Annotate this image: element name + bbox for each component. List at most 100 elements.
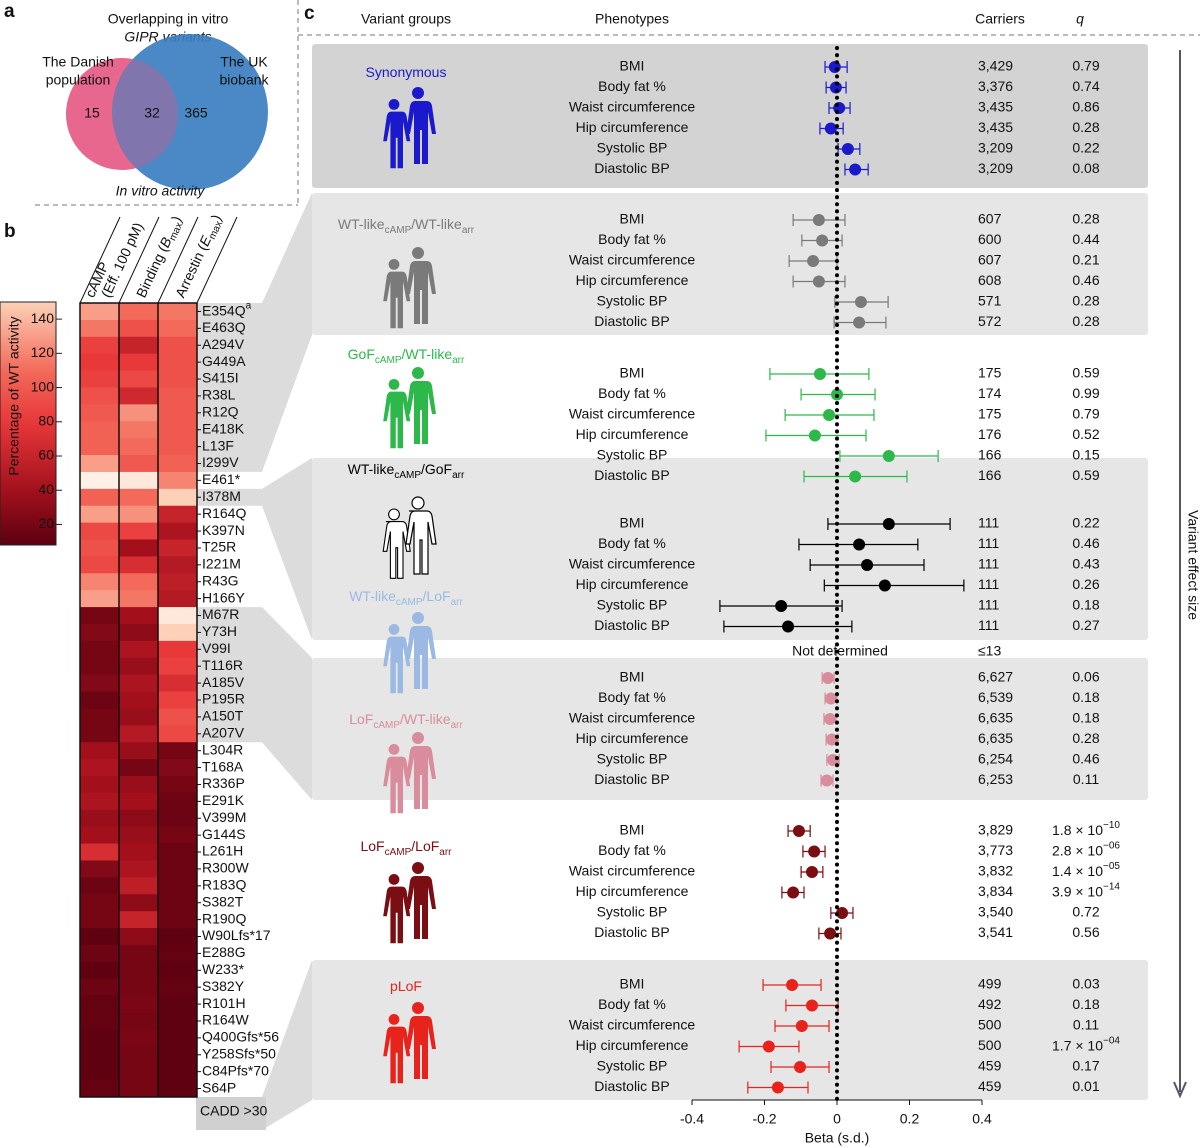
carriers: 6,627 — [978, 669, 1013, 685]
effect-point — [805, 866, 818, 878]
heatmap-cell — [158, 607, 197, 625]
colorbar-tick-label: 60 — [38, 447, 54, 463]
header-divider — [157, 216, 199, 304]
heatmap-cell — [158, 911, 197, 929]
heatmap-cell — [80, 860, 119, 878]
heatmap-cell — [119, 387, 158, 405]
row-label: Y73H — [202, 623, 237, 639]
panel-label: a — [4, 1, 15, 22]
carriers: 6,635 — [978, 710, 1013, 726]
carriers: 111 — [978, 556, 999, 572]
group-name-part: LoF — [360, 838, 384, 854]
effect-point — [853, 538, 866, 551]
column-label-part: ) — [168, 213, 184, 224]
phenotype: BMI — [620, 365, 645, 381]
group-funnel — [196, 607, 312, 800]
heatmap-cell — [80, 539, 119, 557]
venn-set-name: population — [46, 72, 111, 88]
heatmap-cell — [80, 843, 119, 861]
group-name-part: cAMP — [396, 597, 423, 608]
q-value: 1.4 × 10−05 — [1052, 861, 1120, 879]
heatmap-cell — [158, 742, 197, 760]
heatmap-cell — [119, 488, 158, 507]
row-label: L13F — [202, 437, 234, 453]
heatmap-cell — [158, 894, 197, 912]
effect-point — [775, 600, 788, 612]
group-name-part: /GoF — [421, 461, 452, 477]
heatmap-cell — [119, 944, 158, 963]
heatmap-cell — [80, 421, 119, 439]
phenotype: Hip circumference — [576, 119, 689, 135]
column-label-part: Arrestin ( — [172, 241, 211, 300]
heatmap-cell — [80, 404, 119, 422]
q-value: 0.79 — [1072, 406, 1099, 422]
heatmap-cell — [119, 539, 158, 557]
header: Carriers — [975, 11, 1025, 27]
heatmap-cell — [119, 1063, 158, 1081]
group-name-part: /WT-like — [400, 711, 451, 727]
heatmap-cell — [158, 1063, 197, 1081]
effect-point — [861, 559, 874, 571]
heatmap-cell — [80, 1046, 119, 1064]
heatmap-cell — [158, 843, 197, 861]
effect-point — [828, 61, 841, 73]
phenotype: Diastolic BP — [594, 160, 669, 176]
heatmap-cell — [80, 353, 119, 371]
side-label: Variant effect size — [1185, 510, 1200, 620]
heatmap-cell — [80, 894, 119, 912]
effect-point — [853, 316, 866, 329]
header: Phenotypes — [595, 11, 669, 27]
heatmap-cell — [158, 1046, 197, 1064]
phenotype: Hip circumference — [576, 426, 689, 442]
heatmap-cell — [158, 573, 197, 591]
column-label-part: Binding ( — [133, 243, 171, 300]
carriers: 500 — [978, 1037, 1002, 1053]
q-value: 0.46 — [1072, 535, 1099, 551]
heatmap-cell — [158, 708, 197, 726]
heatmap-cell — [80, 607, 119, 625]
heatmap-cell — [119, 877, 158, 895]
phenotype: Waist circumference — [569, 99, 696, 115]
q-value: 0.22 — [1072, 140, 1099, 156]
heatmap-cell — [158, 640, 197, 659]
q-value: 0.44 — [1072, 231, 1099, 247]
q-value: 0.28 — [1072, 211, 1099, 227]
group-name-part: LoF — [349, 711, 373, 727]
group-name-part: /LoF — [423, 588, 451, 604]
group-name-part: arr — [462, 225, 475, 236]
group-name: pLoF — [390, 978, 422, 994]
phenotype: Waist circumference — [569, 556, 696, 572]
heatmap-cell — [80, 1029, 119, 1047]
heatmap-cell — [158, 1080, 197, 1098]
x-axis-label: Beta (s.d.) — [805, 1130, 870, 1146]
heatmap-cell — [80, 471, 119, 490]
heatmap-cell — [119, 657, 158, 676]
carriers: 3,435 — [978, 99, 1013, 115]
carriers: 600 — [978, 231, 1002, 247]
effect-point — [782, 620, 795, 633]
effect-point — [824, 122, 837, 135]
header-divider — [118, 216, 160, 304]
phenotype: Body fat % — [598, 996, 666, 1012]
q-value: 0.46 — [1072, 272, 1099, 288]
group-name-part: arr — [452, 355, 465, 366]
heatmap-cell — [80, 725, 119, 743]
heatmap-cell — [158, 353, 197, 371]
q-value: 0.15 — [1072, 447, 1099, 463]
phenotype: Body fat % — [598, 78, 666, 94]
x-tick-label: -0.2 — [752, 1111, 776, 1127]
phenotype: BMI — [620, 58, 645, 74]
row-label: E291K — [202, 792, 245, 808]
heatmap-cell — [158, 387, 197, 405]
phenotype: BMI — [620, 822, 645, 838]
heatmap-cell — [80, 1080, 119, 1098]
venn-set-name: The Danish — [42, 54, 114, 70]
heatmap-cell — [119, 674, 158, 692]
heatmap-cell — [119, 961, 158, 980]
heatmap-cell — [158, 792, 197, 811]
phenotype: Diastolic BP — [594, 617, 669, 633]
effect-point — [882, 450, 895, 462]
carriers: 6,254 — [978, 751, 1013, 767]
phenotype: Diastolic BP — [594, 313, 669, 329]
heatmap-cell — [158, 303, 197, 321]
